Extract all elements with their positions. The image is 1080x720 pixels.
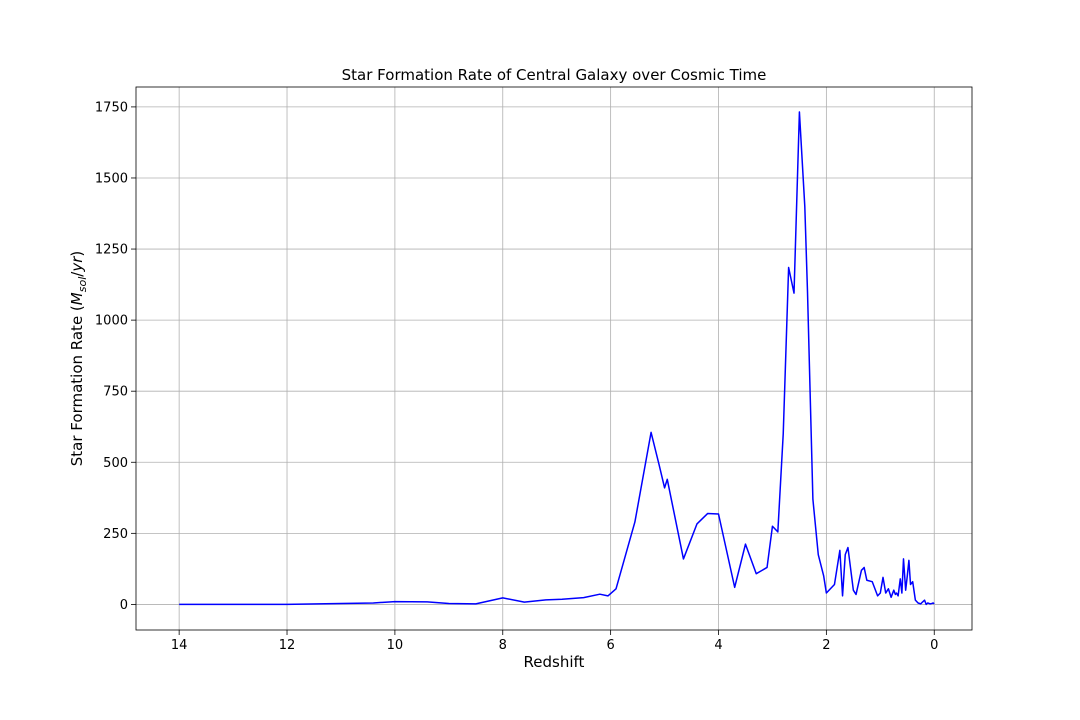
x-tick-label: 12 — [279, 638, 296, 653]
chart-title: Star Formation Rate of Central Galaxy ov… — [342, 66, 767, 84]
x-tick-label: 2 — [822, 638, 830, 653]
y-tick-label: 1250 — [95, 243, 128, 258]
x-tick-label: 8 — [499, 638, 507, 653]
x-tick-label: 0 — [930, 638, 938, 653]
series-line — [179, 111, 935, 606]
y-axis-title-slash: / — [68, 271, 86, 277]
ticks: 14 12 10 8 6 4 2 0 0 250 500 750 1000 1250 1500 1750 — [95, 100, 938, 653]
y-tick-label: 1500 — [95, 171, 128, 186]
series-layer — [179, 111, 935, 606]
y-axis-title-sub: sol — [76, 277, 89, 293]
y-tick-label: 1000 — [95, 314, 128, 329]
y-tick-label: 250 — [103, 527, 128, 542]
y-axis-title: Star Formation Rate (Msol/yr) — [68, 251, 89, 466]
y-axis-title-m: M — [68, 292, 86, 305]
x-tick-label: 14 — [171, 638, 188, 653]
x-tick-label: 6 — [606, 638, 614, 653]
x-tick-label: 10 — [387, 638, 404, 653]
y-tick-label: 500 — [103, 456, 128, 471]
y-tick-label: 0 — [120, 598, 128, 613]
plot-frame — [135, 86, 973, 631]
y-axis-title-suffix: ) — [68, 251, 86, 257]
grid — [136, 87, 972, 630]
y-axis-title-yr: yr — [68, 256, 86, 273]
x-tick-label: 4 — [714, 638, 722, 653]
y-tick-label: 750 — [103, 385, 128, 400]
x-axis-title: Redshift — [524, 653, 585, 671]
y-axis-title-prefix: Star Formation Rate ( — [68, 305, 86, 466]
y-tick-label: 1750 — [95, 100, 128, 115]
